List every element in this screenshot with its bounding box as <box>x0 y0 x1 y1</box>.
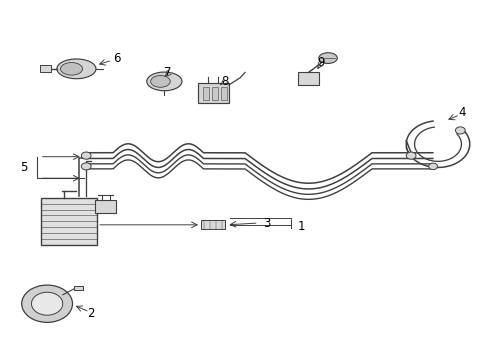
Text: 8: 8 <box>221 75 228 88</box>
Ellipse shape <box>319 53 337 63</box>
Circle shape <box>455 127 465 134</box>
Circle shape <box>406 152 416 159</box>
Text: 6: 6 <box>113 52 121 65</box>
Text: 3: 3 <box>263 216 270 230</box>
Ellipse shape <box>61 63 82 75</box>
Text: 9: 9 <box>317 56 324 69</box>
Text: 5: 5 <box>21 161 28 174</box>
Bar <box>212 87 218 100</box>
Bar <box>95 201 117 213</box>
Text: 2: 2 <box>87 307 95 320</box>
Bar <box>41 198 97 244</box>
Circle shape <box>22 285 73 322</box>
Bar <box>298 72 319 85</box>
Bar <box>40 65 50 72</box>
Bar <box>197 83 229 103</box>
Text: 1: 1 <box>297 220 305 233</box>
Text: 4: 4 <box>459 106 466 119</box>
Ellipse shape <box>151 76 170 87</box>
Circle shape <box>429 163 438 170</box>
Bar <box>203 87 209 100</box>
Ellipse shape <box>57 59 96 79</box>
Ellipse shape <box>147 72 182 91</box>
Text: 7: 7 <box>164 66 171 79</box>
Circle shape <box>31 292 63 315</box>
Bar <box>201 220 225 229</box>
Bar <box>74 286 83 290</box>
Bar <box>221 87 227 100</box>
Circle shape <box>81 163 91 170</box>
Circle shape <box>81 152 91 159</box>
